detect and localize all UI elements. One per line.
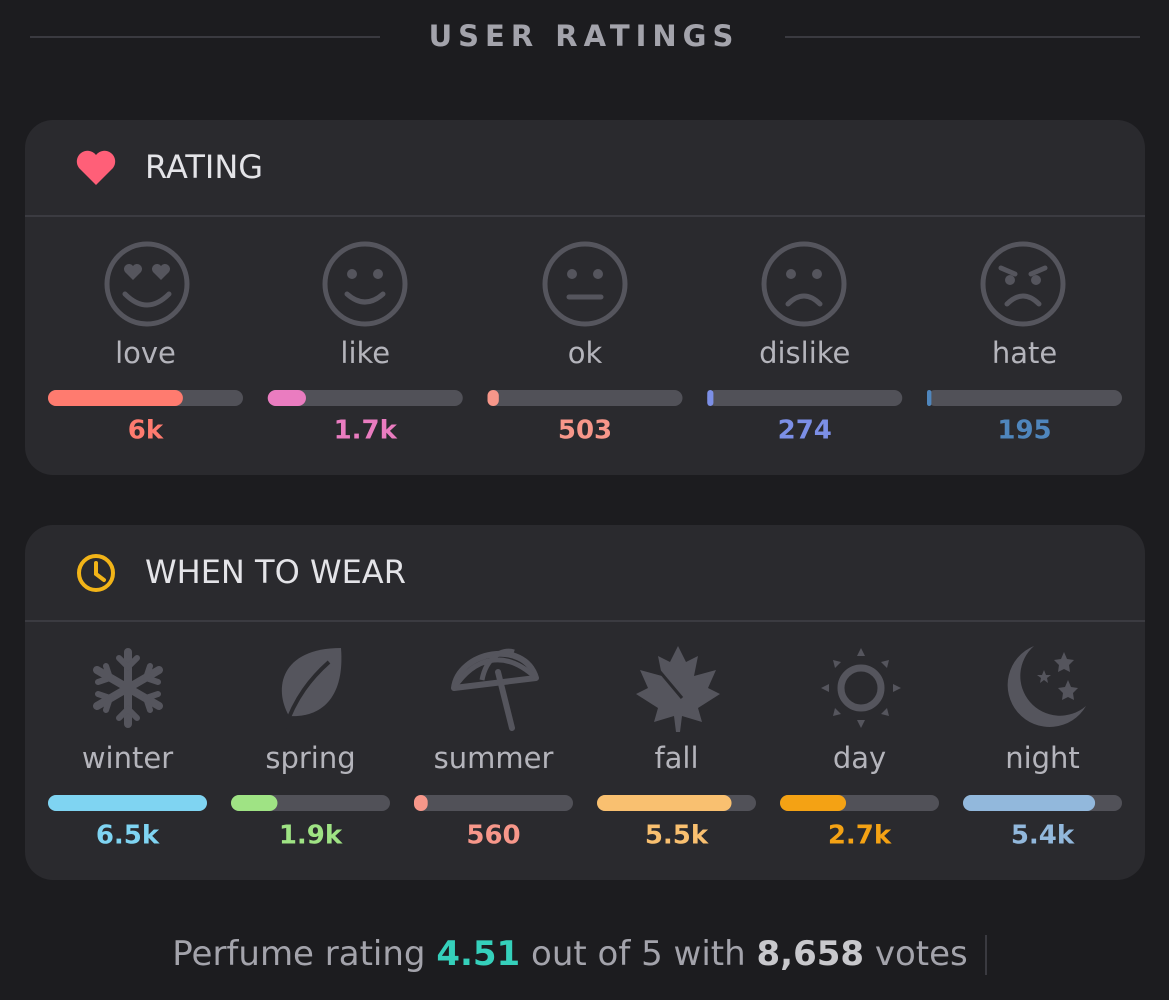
bar-track	[707, 390, 903, 406]
icon-part	[95, 655, 161, 721]
sun-icon	[821, 648, 901, 728]
heart-icon	[76, 150, 116, 185]
clock-icon	[77, 554, 115, 592]
icon-part	[373, 269, 383, 279]
item-value: 1.7k	[334, 416, 398, 446]
umbrella-icon	[451, 648, 539, 731]
icon-part	[344, 291, 386, 305]
icon-part	[495, 669, 515, 731]
vote-count: 8,658	[757, 934, 865, 974]
bar-track	[487, 390, 683, 406]
bar-track	[927, 390, 1122, 406]
icon-part	[347, 269, 357, 279]
icon-part	[761, 241, 847, 327]
icon-part	[786, 269, 796, 279]
bar-fill	[48, 795, 207, 811]
footer-suffix: votes	[875, 934, 968, 974]
icon-part	[1005, 275, 1015, 285]
item-value: 5.5k	[645, 821, 709, 851]
item-label: like	[340, 336, 390, 370]
icon-part	[1031, 275, 1041, 285]
bar-fill	[963, 795, 1096, 811]
item-label: night	[1005, 741, 1080, 775]
bar-track	[414, 795, 573, 811]
bar-fill	[231, 795, 278, 811]
icon-part	[785, 293, 823, 307]
clock-hands	[94, 561, 106, 582]
like-face	[322, 241, 408, 327]
item-value: 6k	[128, 416, 164, 446]
icon-part	[122, 291, 172, 308]
bar-fill	[927, 390, 932, 406]
icon-part	[542, 241, 628, 327]
moon-icon	[1007, 646, 1086, 727]
item-value: 503	[558, 416, 612, 446]
item-value: 5.4k	[1011, 821, 1075, 851]
love-face	[104, 241, 190, 327]
bar-fill	[597, 795, 732, 811]
snowflake-icon	[93, 648, 163, 728]
icon-part	[322, 241, 408, 327]
item-label: summer	[434, 741, 554, 775]
item-label: ok	[568, 336, 603, 370]
dislike-face	[761, 241, 847, 327]
ok-face	[542, 241, 628, 327]
hate-face	[980, 241, 1066, 327]
card-title: WHEN TO WEAR	[145, 553, 406, 591]
wear-card	[25, 525, 1145, 880]
icon-part	[124, 264, 170, 280]
section-title: USER RATINGS	[429, 19, 740, 53]
item-label: dislike	[759, 336, 850, 370]
icon-part	[980, 241, 1066, 327]
icon-part	[1037, 652, 1078, 700]
item-value: 1.9k	[279, 821, 343, 851]
bar-fill	[48, 390, 183, 406]
footer-text: Perfume rating 4.51 out of 5 with 8,658 …	[172, 934, 968, 974]
leaf-icon	[281, 648, 342, 729]
bar-fill	[414, 795, 428, 811]
bar-fill	[487, 390, 499, 406]
icon-part	[1004, 293, 1042, 307]
item-value: 195	[997, 416, 1051, 446]
icon-part	[812, 269, 822, 279]
item-label: fall	[654, 741, 698, 775]
bar-fill	[707, 390, 714, 406]
icon-part	[283, 660, 331, 729]
footer-middle: out of 5 with	[531, 934, 746, 974]
rating-score: 4.51	[436, 934, 520, 974]
icon-part	[593, 269, 603, 279]
item-value: 2.7k	[828, 821, 892, 851]
item-value: 560	[466, 821, 520, 851]
item-label: winter	[82, 741, 173, 775]
card-title: RATING	[145, 148, 263, 186]
item-label: love	[115, 336, 176, 370]
icon-part	[451, 648, 538, 690]
icon-part	[567, 269, 577, 279]
icon-part	[998, 265, 1048, 277]
bar-track	[267, 390, 463, 406]
icon-part	[837, 664, 885, 712]
bar-fill	[267, 390, 306, 406]
item-label: spring	[265, 741, 355, 775]
bar-fill	[780, 795, 847, 811]
item-value: 274	[778, 416, 832, 446]
item-label: day	[833, 741, 886, 775]
icon-part	[104, 241, 190, 327]
maple-icon	[636, 646, 720, 732]
item-value: 6.5k	[96, 821, 160, 851]
item-label: hate	[992, 336, 1057, 370]
icon-part	[636, 646, 720, 732]
icon-part	[638, 647, 684, 699]
icon-part	[1007, 646, 1086, 727]
footer-prefix: Perfume rating	[172, 934, 425, 974]
